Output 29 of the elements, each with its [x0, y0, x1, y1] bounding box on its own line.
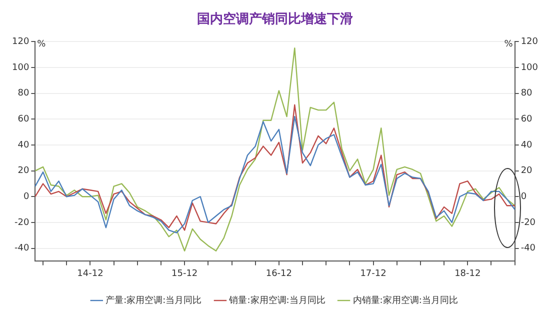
y2-tick-label: 60: [520, 114, 533, 124]
legend-label: 内销量:家用空调:当月同比: [352, 294, 458, 306]
y-tick-label: 100: [12, 62, 30, 73]
chart-title: 国内空调产销同比增速下滑: [197, 11, 353, 28]
y-tick-label: 40: [18, 140, 30, 150]
legend-label: 销量:家用空调:当月同比: [228, 294, 326, 306]
y2-tick-label: -40: [520, 244, 536, 254]
y2-tick-label: 0: [520, 192, 527, 202]
y-tick-label: 60: [18, 114, 30, 124]
x-tick-label: 14-12: [77, 268, 104, 279]
y-tick-label: 0: [23, 192, 30, 202]
y-tick-label: -20: [14, 218, 30, 228]
y2-tick-label: 40: [520, 140, 533, 150]
y2-axis-title: %: [504, 39, 514, 50]
y2-tick-label: 100: [520, 62, 538, 73]
y2-tick-label: 120: [520, 36, 538, 47]
x-tick-label: 17-12: [360, 268, 386, 279]
y-tick-label: 80: [18, 88, 30, 99]
x-tick-label: 18-12: [454, 268, 481, 279]
y2-tick-label: 20: [520, 166, 533, 176]
y-tick-label: -40: [14, 244, 30, 254]
y-tick-label: 20: [18, 166, 30, 176]
x-tick-label: 16-12: [266, 268, 292, 279]
y-axis-title: %: [37, 39, 46, 50]
y2-tick-label: 80: [520, 88, 533, 99]
y2-tick-label: -20: [520, 218, 536, 228]
x-tick-label: 15-12: [171, 268, 198, 279]
y-tick-label: 120: [12, 36, 30, 47]
legend-label: 产量:家用空调:当月同比: [106, 294, 202, 306]
